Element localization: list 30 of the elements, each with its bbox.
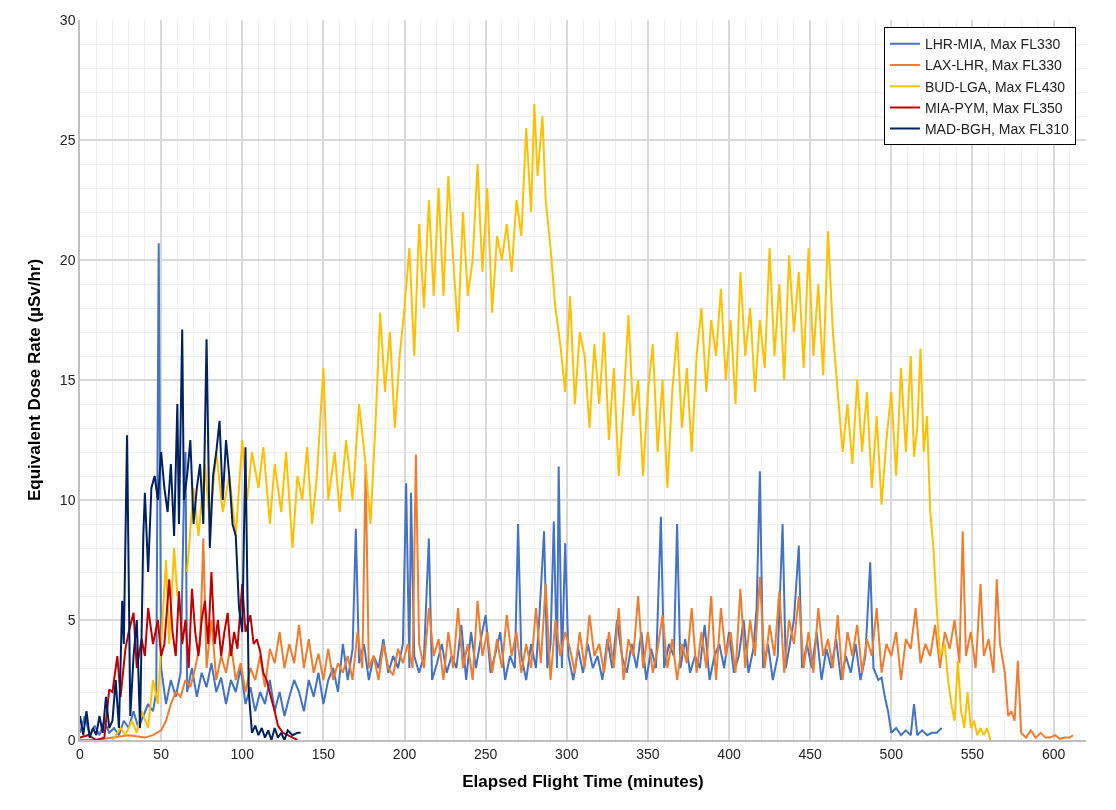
line-series: [80, 328, 302, 740]
x-tick-label: 500: [879, 745, 904, 762]
y-tick-label: 20: [59, 251, 76, 268]
y-tick-label: 0: [67, 731, 76, 748]
x-tick-label: 550: [960, 745, 985, 762]
legend-label: LAX-LHR, Max FL330: [924, 57, 1063, 74]
x-tick-label: 400: [717, 745, 741, 762]
x-axis-title: Elapsed Flight Time (minutes): [462, 772, 704, 792]
legend-label: LHR-MIA, Max FL330: [924, 36, 1061, 53]
legend-label: BUD-LGA, Max FL430: [924, 78, 1066, 95]
x-tick-label: 200: [392, 745, 417, 762]
line-series: [80, 453, 1075, 740]
x-tick-label: 150: [311, 745, 336, 762]
legend-label: MAD-BGH, Max FL310: [924, 121, 1070, 138]
y-tick-label: 15: [59, 371, 76, 388]
y-tick-label: 10: [59, 491, 76, 508]
y-tick-label: 30: [59, 11, 76, 28]
legend-label: MIA-PYM, Max FL350: [924, 99, 1063, 116]
y-tick-label: 25: [59, 131, 76, 148]
x-tick-label: 100: [230, 745, 255, 762]
x-tick-label: 350: [636, 745, 660, 762]
line-series: [80, 242, 943, 737]
line-series: [80, 571, 299, 740]
y-tick-label: 5: [67, 611, 76, 628]
x-tick-label: 50: [153, 745, 170, 762]
x-tick-label: 250: [473, 745, 498, 762]
y-axis-title: Equivalent Dose Rate (µSv/hr): [24, 258, 44, 502]
x-tick-label: 300: [555, 745, 579, 762]
x-tick-label: 600: [1041, 745, 1066, 762]
x-tick-label: 450: [798, 745, 823, 762]
